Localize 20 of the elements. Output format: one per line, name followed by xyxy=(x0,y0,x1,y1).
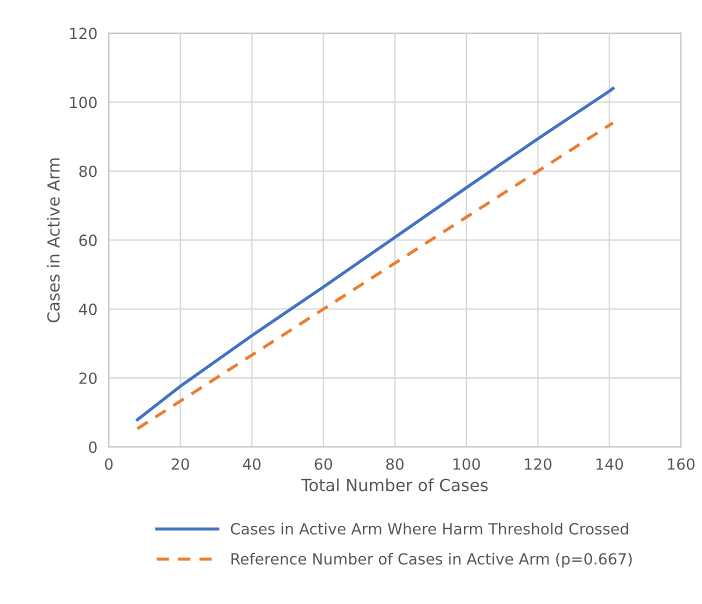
legend-label: Reference Number of Cases in Active Arm (p=0.667) xyxy=(232,552,632,568)
y-tick-label: 100 xyxy=(70,96,97,108)
legend-label: Cases in Active Arm Where Harm Threshold Crossed xyxy=(230,522,628,535)
y-tick-label: 40 xyxy=(79,304,97,316)
y-tick-label: 80 xyxy=(79,166,97,178)
x-tick-label: 100 xyxy=(453,458,480,470)
x-axis-title: Total Number of Cases xyxy=(301,478,488,492)
x-tick-label: 40 xyxy=(242,458,261,470)
y-tick-label: 120 xyxy=(70,28,97,40)
y-tick-label: 20 xyxy=(79,372,97,384)
y-axis-title: Cases in Active Arm xyxy=(46,158,60,322)
x-tick-label: 160 xyxy=(668,458,695,470)
x-tick-label: 140 xyxy=(596,458,623,470)
x-tick-label: 60 xyxy=(314,458,332,470)
y-tick-label: 60 xyxy=(79,234,97,246)
x-tick-label: 0 xyxy=(104,458,113,470)
x-tick-label: 20 xyxy=(172,458,190,470)
y-tick-label: 0 xyxy=(88,441,97,453)
x-tick-label: 80 xyxy=(386,458,404,470)
x-tick-label: 120 xyxy=(525,458,552,470)
